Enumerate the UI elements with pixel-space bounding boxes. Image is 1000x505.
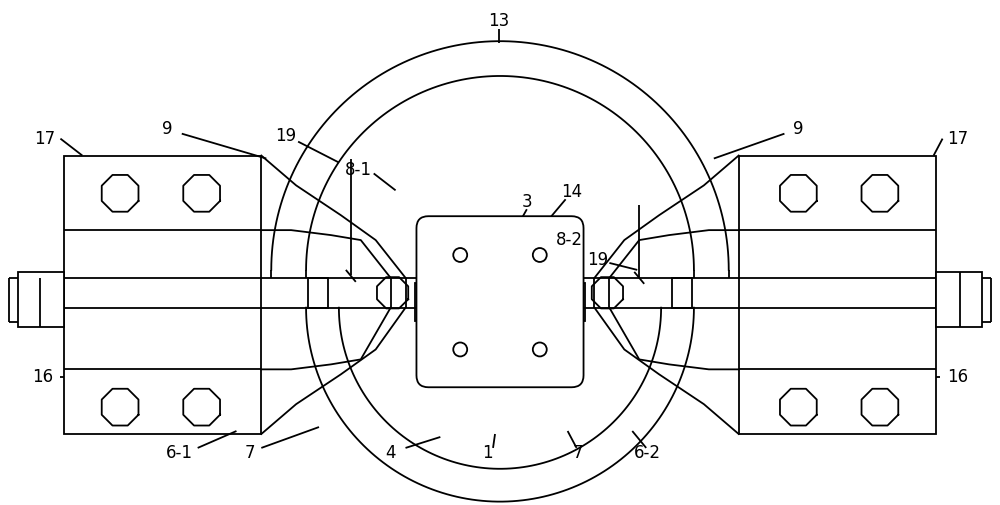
Text: 16: 16 xyxy=(32,368,53,386)
Text: 3: 3 xyxy=(522,193,532,211)
Text: 16: 16 xyxy=(947,368,968,386)
Text: 19: 19 xyxy=(276,127,297,144)
Text: 4: 4 xyxy=(385,444,396,462)
Text: 13: 13 xyxy=(488,12,510,30)
Bar xyxy=(463,272,485,332)
Text: 8-1: 8-1 xyxy=(345,162,372,179)
Text: 19: 19 xyxy=(587,251,608,269)
Bar xyxy=(515,272,537,332)
Bar xyxy=(936,272,982,327)
Bar xyxy=(308,278,328,308)
Circle shape xyxy=(453,342,467,357)
Bar xyxy=(672,278,692,308)
Text: 17: 17 xyxy=(947,130,968,147)
Text: 7: 7 xyxy=(572,444,583,462)
Text: 17: 17 xyxy=(34,130,55,147)
Bar xyxy=(64,156,261,434)
Bar xyxy=(18,272,64,327)
Bar xyxy=(415,283,428,321)
Circle shape xyxy=(533,248,547,262)
Text: 6-1: 6-1 xyxy=(166,444,193,462)
Bar xyxy=(739,156,936,434)
Text: 1: 1 xyxy=(482,444,492,462)
Circle shape xyxy=(533,342,547,357)
Text: 9: 9 xyxy=(793,120,804,138)
FancyBboxPatch shape xyxy=(416,216,584,387)
Bar xyxy=(485,272,515,332)
Bar xyxy=(572,283,585,321)
Text: 7: 7 xyxy=(244,444,255,462)
Text: 14: 14 xyxy=(561,183,582,201)
Text: 8-2: 8-2 xyxy=(556,231,583,249)
Text: 9: 9 xyxy=(162,120,172,138)
Text: 6-2: 6-2 xyxy=(634,444,661,462)
Circle shape xyxy=(453,248,467,262)
Bar xyxy=(448,243,552,361)
